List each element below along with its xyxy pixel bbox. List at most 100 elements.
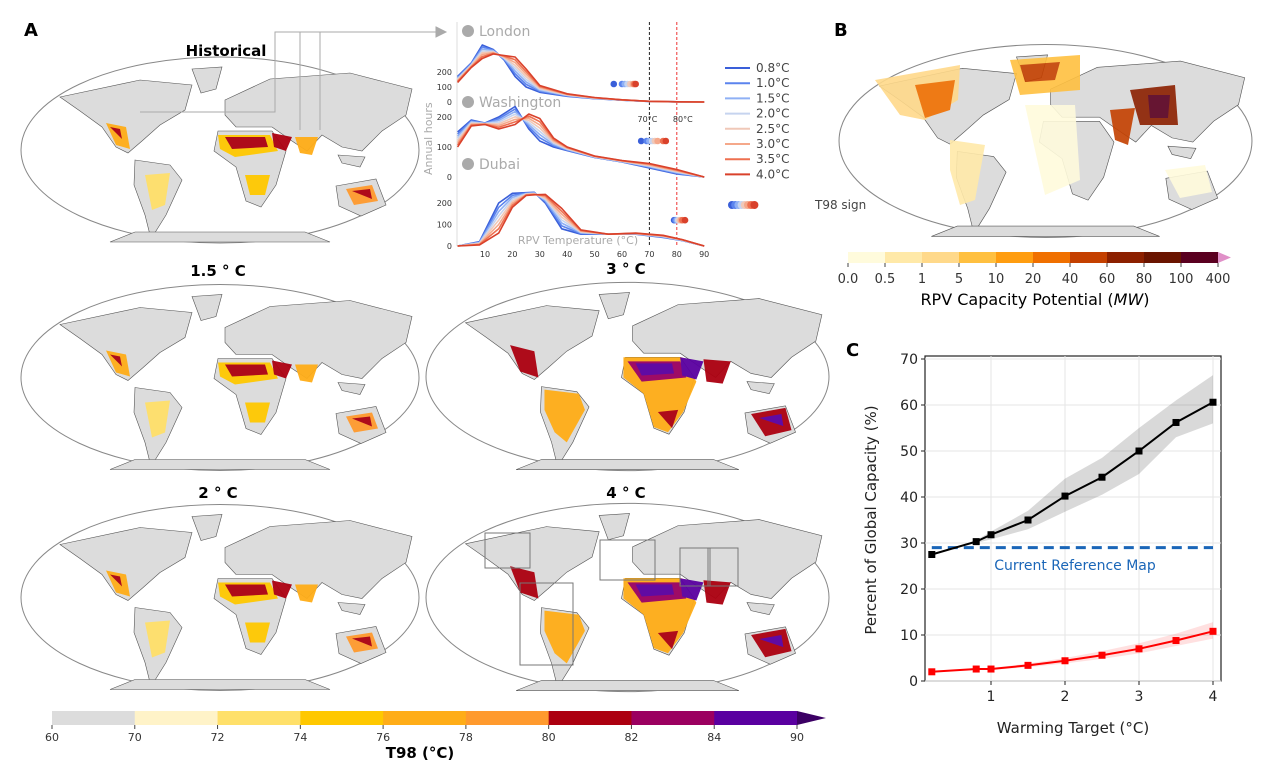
data-point [1209,398,1217,406]
data-point [1098,651,1106,659]
colorbar-swatch [465,711,550,725]
legend-t98-dot [750,201,759,209]
inset-x-tick-label: 20 [507,250,517,259]
colorbar-tick-label: 5 [955,272,963,287]
map-4c [425,502,830,693]
map-title-1-5c: 1.5 ° C [190,262,246,280]
city-label: London [479,24,530,40]
legend-label: 2.0°C [756,107,789,121]
inset-x-tick-label: 80 [672,250,682,259]
panel-label-c: C [846,340,860,361]
colorbar-swatch [959,252,997,263]
legend-label: 1.5°C [756,91,789,105]
data-point [1172,637,1180,645]
colorbar-swatch [1070,252,1108,263]
y-tick-label: 30 [900,536,918,552]
data-point [1135,645,1143,653]
city-label: Washington [479,95,561,111]
inset-y-tick-label: 0 [447,98,452,107]
rpv-colorbar: 0.0 0.5 1 5 10 20 40 60 80 100 400 [838,252,1231,287]
colorbar-extend-arrow [797,711,826,725]
colorbar-extend-arrow [1218,252,1231,263]
y-tick-label: 0 [909,674,918,690]
city-marker-icon [462,25,474,37]
t98-sign-dot [637,137,645,145]
density-curve [456,113,705,178]
city-marker-icon [462,158,474,170]
inset-ylabel: Annual hours [422,102,435,175]
data-point [972,665,980,673]
colorbar-swatch [996,252,1034,263]
y-tick-label: 20 [900,582,918,598]
t98-sign-dot [654,137,661,145]
x-tick-label: 4 [1209,689,1218,705]
colorbar-swatch [885,252,923,263]
colorbar-swatch [52,711,136,725]
legend-label: 0.8°C [756,61,789,75]
c-ylabel: Percent of Global Capacity (%) [862,405,880,634]
y-tick-label: 70 [900,352,918,368]
x-tick-label: 3 [1135,689,1144,705]
inset-x-tick-label: 40 [562,250,572,259]
inset-y-tick-label: 0 [447,173,452,182]
x-tick-label: 2 [1061,689,1070,705]
map-title-2c: 2 ° C [198,484,238,502]
inset-x-tick-label: 70 [644,250,654,259]
inset-x-tick-label: 60 [617,250,627,259]
inset-y-tick-label: 200 [437,68,452,77]
colorbar-tick-label: 0.0 [838,272,859,287]
inset-x-tick-label: 90 [699,250,709,259]
data-point [1061,657,1069,665]
colorbar-tick-label: 10 [988,272,1005,287]
colorbar-swatch [848,252,886,263]
map-title-3c: 3 ° C [606,260,646,278]
map-title-4c: 4 ° C [606,484,646,502]
inset-y-tick-label: 100 [437,221,452,230]
colorbar-tick-label: 400 [1206,272,1231,287]
colorbar-tick-label: 84 [707,731,721,744]
colorbar-tick-label: 60 [1099,272,1116,287]
t98-colorbar: 60 70 72 74 76 78 80 82 84 90 [45,711,826,744]
colorbar-tick-label: 20 [1025,272,1042,287]
map-b-rpv [838,43,1253,239]
colorbar-tick-label: 82 [624,731,638,744]
t98-sign-dot [632,80,639,88]
data-point [1209,627,1217,635]
inset-x-tick-label: 10 [480,250,490,259]
data-point [928,668,936,676]
colorbar-swatch [217,711,301,725]
colorbar-swatch [1144,252,1182,263]
colorbar-swatch [1107,252,1145,263]
colorbar-tick-label: 70 [128,731,142,744]
colorbar-tick-label: 78 [459,731,473,744]
colorbar-swatch [714,711,798,725]
data-point [1024,516,1032,524]
panel-label-a: A [24,20,38,41]
colorbar-tick-label: 80 [1136,272,1153,287]
density-curve [457,193,705,247]
y-tick-label: 60 [900,398,918,414]
colorbar-tick-label: 74 [293,731,307,744]
uncertainty-band [931,622,1213,672]
colorbar-swatch [1181,252,1219,263]
colorbar-swatch [383,711,467,725]
data-point [1135,447,1143,455]
inset-y-tick-label: 100 [437,83,452,92]
colorbar-swatch [548,711,632,725]
inset-y-tick-label: 100 [437,143,452,152]
legend-label: 2.5°C [756,122,789,136]
data-point [987,531,995,539]
data-point [987,665,995,673]
c-xlabel: Warming Target (°C) [997,719,1149,737]
y-tick-label: 50 [900,444,918,460]
data-point [1024,661,1032,669]
t98-sign-label: T98 sign [814,198,866,212]
t98-sign-dot [662,137,670,145]
threshold-label: 70°C [638,115,658,124]
connector-lines [140,26,448,130]
